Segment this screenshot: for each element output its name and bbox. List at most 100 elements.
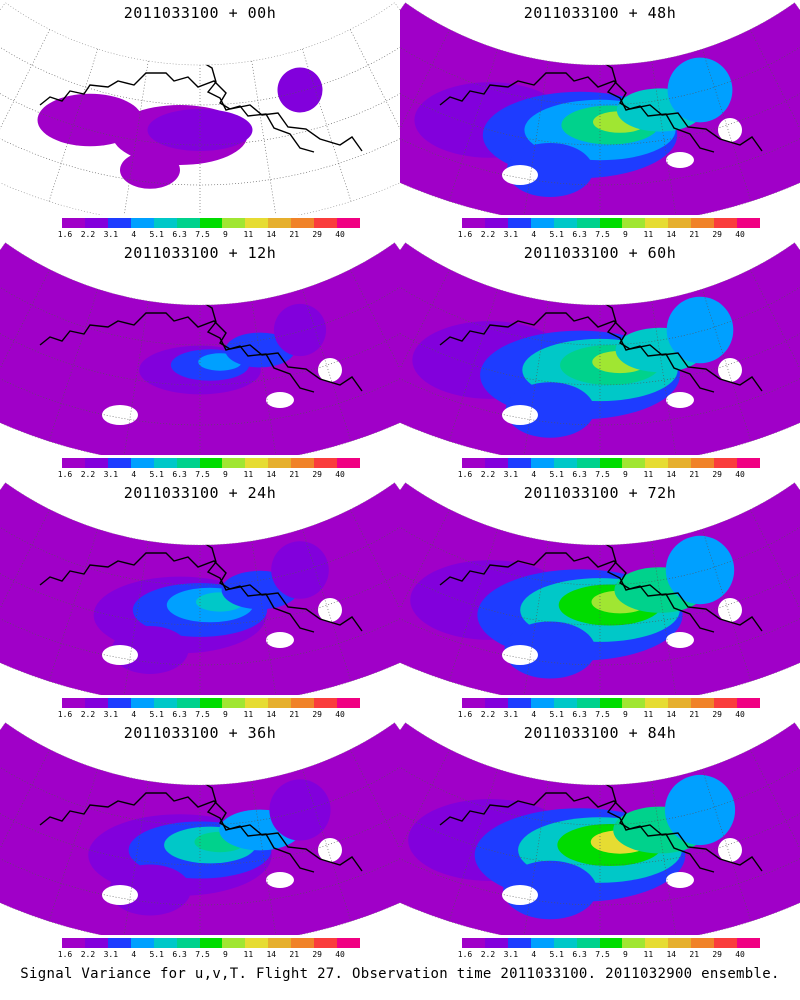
colorbar-label: 21	[689, 470, 700, 479]
colorbar-swatch	[576, 698, 600, 708]
colorbar-label: 2.2	[80, 950, 96, 959]
colorbar-swatch	[268, 218, 292, 228]
colorbar-label: 40	[735, 230, 745, 239]
colorbar-label: 1.6	[57, 230, 73, 239]
colorbar-label: 11	[243, 710, 254, 719]
colorbar-swatch	[291, 218, 315, 228]
colorbar-label: 1.6	[57, 710, 73, 719]
colorbar-swatch	[314, 938, 338, 948]
colorbar-label: 11	[643, 950, 654, 959]
no-data-region	[266, 392, 294, 408]
colorbar-label: 3.1	[503, 470, 519, 479]
variance-field	[400, 482, 800, 695]
colorbar-swatch	[199, 218, 223, 228]
colorbar-swatch	[668, 938, 692, 948]
colorbar-swatch	[130, 938, 154, 948]
panel-title: 2011033100 + 12h	[123, 244, 277, 262]
colorbar-swatch	[691, 458, 715, 468]
colorbar-swatch	[737, 218, 760, 228]
colorbar-label: 6.3	[572, 230, 587, 239]
latitude-line	[0, 274, 400, 346]
colorbar-label: 9	[623, 710, 628, 719]
coastline	[39, 792, 363, 872]
variance-contour	[277, 67, 323, 113]
colorbar-swatch	[599, 938, 623, 948]
colorbar-label: 29	[312, 950, 322, 959]
colorbar-label: 7.5	[195, 710, 210, 719]
colorbar-label: 11	[643, 230, 654, 239]
colorbar-swatch	[245, 218, 269, 228]
colorbar-swatch	[507, 698, 531, 708]
colorbar-label: 29	[312, 470, 322, 479]
colorbar-swatch	[462, 938, 485, 948]
colorbar-label: 6.3	[172, 710, 187, 719]
variance-field	[400, 2, 800, 215]
map-boundary	[0, 482, 400, 695]
colorbar-label: 1.6	[57, 950, 73, 959]
colorbar-swatch	[714, 938, 738, 948]
colorbar-label: 1.6	[457, 230, 473, 239]
colorbar-label: 2.2	[480, 710, 496, 719]
map-plot	[400, 722, 800, 935]
colorbar-label: 29	[712, 710, 722, 719]
colorbar	[62, 458, 360, 468]
colorbar-label: 5.1	[149, 710, 164, 719]
colorbar-label: 21	[689, 710, 700, 719]
colorbar-swatch	[507, 218, 531, 228]
colorbar-label: 3.1	[503, 950, 519, 959]
colorbar-swatch	[130, 218, 154, 228]
colorbar-swatch	[268, 938, 292, 948]
latitude-line	[400, 34, 800, 106]
colorbar-label: 9	[623, 470, 628, 479]
panel-title: 2011033100 + 48h	[523, 4, 677, 22]
map-plot	[400, 2, 800, 215]
colorbar-label: 7.5	[595, 470, 610, 479]
map-plot	[0, 722, 400, 935]
colorbar-label: 11	[643, 710, 654, 719]
colorbar-swatch	[153, 218, 177, 228]
variance-contour	[666, 296, 734, 364]
no-data-region	[718, 838, 742, 862]
variance-contour	[269, 779, 331, 841]
colorbar-label: 4	[131, 950, 137, 959]
colorbar-swatch	[199, 698, 223, 708]
colorbar-label: 7.5	[595, 710, 610, 719]
colorbar-swatch	[222, 698, 246, 708]
colorbar-swatch	[245, 698, 269, 708]
colorbar-label: 40	[735, 470, 745, 479]
colorbar-label: 40	[335, 950, 345, 959]
no-data-region	[502, 885, 538, 905]
colorbar-label: 2.2	[80, 230, 96, 239]
colorbar-swatch	[668, 218, 692, 228]
colorbar-label: 14	[666, 710, 677, 719]
no-data-region	[318, 358, 342, 382]
colorbar	[462, 698, 760, 708]
colorbar-swatch	[314, 218, 338, 228]
map-boundary	[0, 242, 400, 455]
colorbar-label: 29	[712, 470, 722, 479]
map-boundary	[400, 482, 800, 695]
colorbar-swatch	[84, 698, 108, 708]
map-panel: 2011033100 + 12h 1.6 2.2 3.1 4 5.1 6.3 7.5 9 11 14…	[0, 240, 400, 485]
colorbar-swatch	[314, 698, 338, 708]
colorbar-label: 40	[335, 710, 345, 719]
colorbar-swatch	[130, 458, 154, 468]
colorbar-label: 21	[289, 710, 300, 719]
colorbar-label: 14	[666, 950, 677, 959]
colorbar-swatch	[176, 938, 200, 948]
colorbar-label: 3.1	[103, 710, 119, 719]
colorbar-label: 40	[335, 470, 345, 479]
map-panel: 2011033100 + 84h 1.6 2.2 3.1 4 5.1 6.3 7.5 9 11 14…	[400, 720, 800, 965]
colorbar-swatch	[130, 698, 154, 708]
colorbar-swatch	[622, 218, 646, 228]
colorbar-label: 5.1	[549, 230, 564, 239]
colorbar-label: 7.5	[195, 230, 210, 239]
colorbar-label: 29	[312, 710, 322, 719]
no-data-region	[266, 872, 294, 888]
colorbar-label: 5.1	[149, 950, 164, 959]
colorbar-swatch	[314, 458, 338, 468]
colorbar-label: 3.1	[103, 950, 119, 959]
colorbar-label: 3.1	[103, 470, 119, 479]
colorbar-swatch	[576, 938, 600, 948]
colorbar-swatch	[553, 938, 577, 948]
